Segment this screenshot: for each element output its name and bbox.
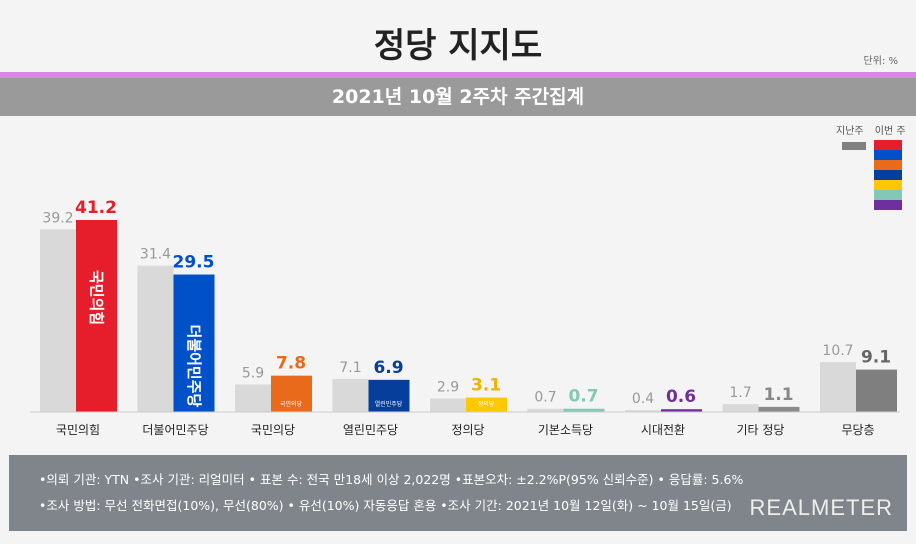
accent-stripe bbox=[0, 72, 916, 78]
bar-current bbox=[466, 397, 507, 412]
category-label: 국민의당 bbox=[251, 423, 295, 437]
survey-info-line2: •조사 방법: 무선 전화면접(10%), 무선(80%) • 유선(10%) … bbox=[39, 498, 732, 513]
legend-swatch bbox=[874, 140, 902, 150]
bar-current bbox=[368, 379, 410, 412]
party-logo-text: 국민의힘 bbox=[88, 270, 106, 325]
bar-prev bbox=[625, 410, 661, 412]
legend-swatch bbox=[874, 190, 902, 200]
bar-prev bbox=[40, 229, 76, 412]
party-logo-text: 열린민주당 bbox=[375, 400, 403, 408]
category-label: 정의당 bbox=[451, 423, 484, 437]
subtitle: 2021년 10월 2주차 주간집계 bbox=[0, 78, 916, 116]
legend-swatch bbox=[874, 200, 902, 210]
chart-title: 정당 지지도 bbox=[373, 26, 543, 66]
category-label: 더불어민주당 bbox=[142, 423, 208, 437]
party-logo-text: 정의당 bbox=[478, 400, 495, 408]
bar-current bbox=[76, 220, 117, 412]
category-label: 국민의힘 bbox=[56, 423, 100, 437]
value-label-current: 6.9 bbox=[373, 358, 403, 378]
bar-current bbox=[563, 408, 605, 412]
legend-prev-swatch bbox=[842, 142, 866, 150]
bar-prev bbox=[527, 408, 564, 412]
value-label-current: 41.2 bbox=[75, 198, 117, 218]
bar-prev bbox=[430, 398, 466, 412]
value-label-current: 0.7 bbox=[568, 387, 598, 407]
legend-swatch bbox=[874, 150, 902, 160]
category-label: 무당층 bbox=[841, 423, 874, 437]
bar-prev bbox=[137, 265, 174, 412]
bar-prev bbox=[235, 384, 271, 412]
legend-swatch bbox=[874, 170, 902, 180]
value-label-current: 0.6 bbox=[666, 387, 696, 407]
unit-label: 단위: % bbox=[863, 56, 898, 67]
legend: 지난주 이번 주 bbox=[836, 122, 906, 210]
value-label-prev: 31.4 bbox=[140, 247, 171, 263]
bar-prev bbox=[332, 378, 369, 412]
value-label-prev: 5.9 bbox=[242, 366, 264, 382]
category-label: 기타 정당 bbox=[737, 423, 785, 437]
value-label-current: 29.5 bbox=[173, 253, 215, 273]
value-label-prev: 2.9 bbox=[437, 379, 459, 395]
value-label-prev: 10.7 bbox=[822, 343, 853, 359]
legend-prev-label: 지난주 bbox=[836, 126, 864, 137]
bar-prev bbox=[820, 362, 856, 412]
category-label: 열린민주당 bbox=[343, 423, 398, 437]
legend-swatch bbox=[874, 180, 902, 190]
value-label-prev: 39.2 bbox=[42, 210, 73, 226]
legend-swatch bbox=[874, 160, 902, 170]
bar-current bbox=[758, 406, 800, 412]
bar-current bbox=[661, 409, 702, 412]
bar-current bbox=[271, 375, 312, 412]
bar-current bbox=[856, 369, 897, 412]
legend-curr-label: 이번 주 bbox=[874, 126, 906, 137]
survey-info: •의뢰 기관: YTN •조사 기관: 리얼미터 • 표본 수: 전국 만18세… bbox=[9, 455, 907, 531]
party-logo-text: 더불어민주당 bbox=[185, 325, 203, 408]
survey-info-line1: •의뢰 기관: YTN •조사 기관: 리얼미터 • 표본 수: 전국 만18세… bbox=[39, 472, 744, 487]
category-label: 기본소득당 bbox=[538, 423, 593, 437]
value-label-prev: 1.7 bbox=[729, 385, 751, 401]
value-label-current: 7.8 bbox=[276, 354, 306, 374]
category-label: 시대전환 bbox=[641, 423, 685, 437]
party-logo-text: 국민의당 bbox=[280, 400, 303, 408]
realmeter-logo: REALMETER bbox=[749, 495, 893, 520]
value-label-current: 1.1 bbox=[763, 385, 793, 405]
value-label-prev: 0.4 bbox=[632, 391, 654, 407]
bar-current bbox=[173, 274, 215, 412]
value-label-prev: 0.7 bbox=[534, 390, 556, 406]
legend-curr-swatches bbox=[874, 140, 902, 210]
value-label-current: 9.1 bbox=[861, 348, 891, 368]
value-label-current: 3.1 bbox=[471, 376, 501, 396]
value-label-prev: 7.1 bbox=[339, 360, 361, 376]
bar-prev bbox=[722, 404, 759, 412]
